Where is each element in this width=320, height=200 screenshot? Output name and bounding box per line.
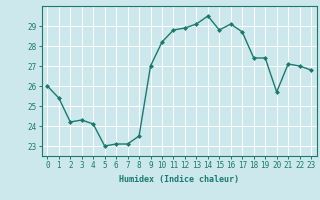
X-axis label: Humidex (Indice chaleur): Humidex (Indice chaleur) bbox=[119, 175, 239, 184]
